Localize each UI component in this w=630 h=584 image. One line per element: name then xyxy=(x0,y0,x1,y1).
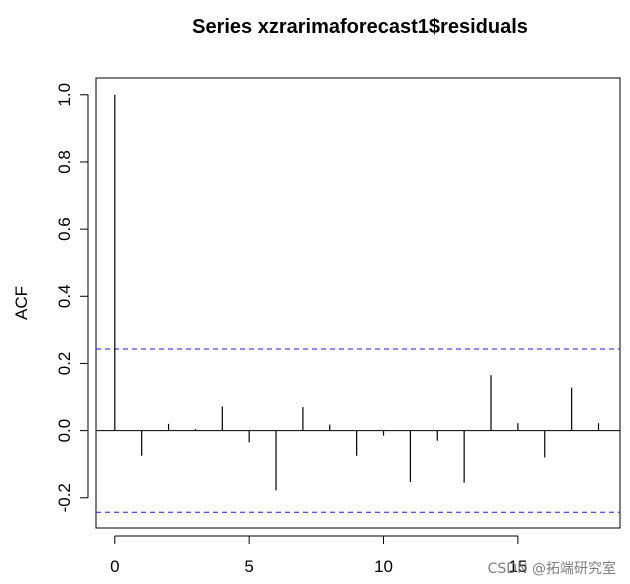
y-axis-label: ACF xyxy=(12,286,31,320)
x-tick-label: 5 xyxy=(244,557,253,576)
x-tick-label: 10 xyxy=(374,557,393,576)
y-tick-label: -0.2 xyxy=(55,483,74,512)
watermark: CSDN @拓端研究室 xyxy=(487,561,616,577)
y-tick-label: 0.0 xyxy=(55,419,74,443)
x-tick-label: 0 xyxy=(110,557,119,576)
y-tick-label: 0.4 xyxy=(55,284,74,308)
confidence-lines xyxy=(96,348,620,513)
acf-bars xyxy=(114,94,600,491)
plot-frame xyxy=(95,77,621,529)
y-tick-label: 1.0 xyxy=(55,83,74,107)
x-tick-label: 15 xyxy=(508,557,527,576)
y-tick-label: 0.8 xyxy=(55,150,74,174)
y-axis: -0.2 0.0 0.2 0.4 0.6 0.8 1.0 xyxy=(55,83,89,512)
y-tick-label: 0.6 xyxy=(55,217,74,241)
x-axis: 0 5 10 15 xyxy=(110,535,527,576)
y-tick-label: 0.2 xyxy=(55,352,74,376)
chart-title: Series xzrarimaforecast1$residuals xyxy=(192,16,528,38)
